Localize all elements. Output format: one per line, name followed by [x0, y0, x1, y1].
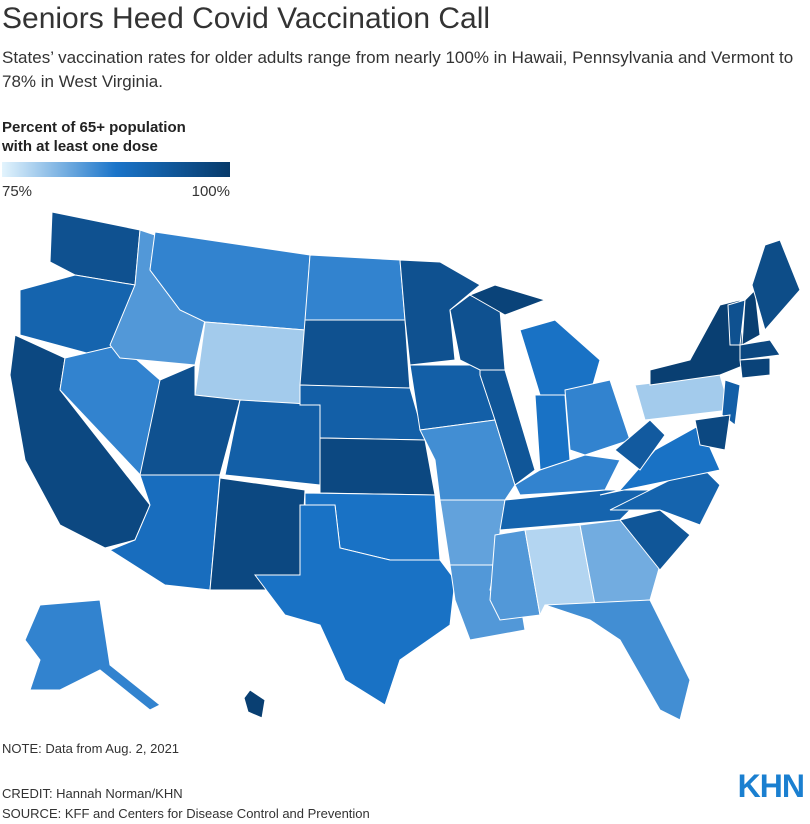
state: [519, 319, 601, 396]
state: [304, 254, 406, 321]
state: [468, 284, 547, 316]
state: [49, 211, 141, 286]
color-tick-label: 100%: [192, 183, 230, 200]
legend-title-line: with at least one dose: [2, 138, 158, 155]
state: [741, 288, 761, 346]
state: [614, 419, 666, 471]
state: [209, 477, 306, 591]
state: [739, 357, 771, 379]
state: [564, 379, 631, 456]
state: [319, 437, 436, 496]
state: [619, 509, 691, 571]
logo: KHN: [737, 768, 805, 804]
source: SOURCE: KFF and Centers for Disease Cont…: [2, 806, 370, 821]
state: [534, 394, 571, 471]
state: [514, 454, 621, 496]
state: [299, 319, 411, 391]
state: [24, 599, 161, 711]
state: [544, 599, 691, 721]
legend-title-line: Percent of 65+ population: [2, 119, 186, 136]
state: [399, 259, 481, 366]
legend-title: Percent of 65+ population with at least …: [2, 118, 186, 156]
title: Seniors Heed Covid Vaccination Call: [2, 2, 491, 35]
credit: CREDIT: Hannah Norman/KHN: [2, 786, 183, 801]
note: NOTE: Data from Aug. 2, 2021: [2, 741, 180, 756]
state: [634, 374, 731, 421]
color-tick-label: 75%: [2, 183, 32, 200]
state: [243, 689, 266, 719]
state: [254, 504, 456, 706]
state: [694, 414, 731, 451]
state: [489, 529, 541, 621]
state: [224, 399, 326, 486]
state: [721, 379, 741, 426]
state: [579, 519, 661, 606]
subtitle: States’ vaccination rates for older adul…: [2, 48, 794, 91]
state: [739, 339, 781, 361]
state: [194, 321, 306, 409]
color-bar: [2, 162, 230, 177]
state: [751, 239, 801, 332]
map: 75% 100%: [2, 162, 801, 721]
